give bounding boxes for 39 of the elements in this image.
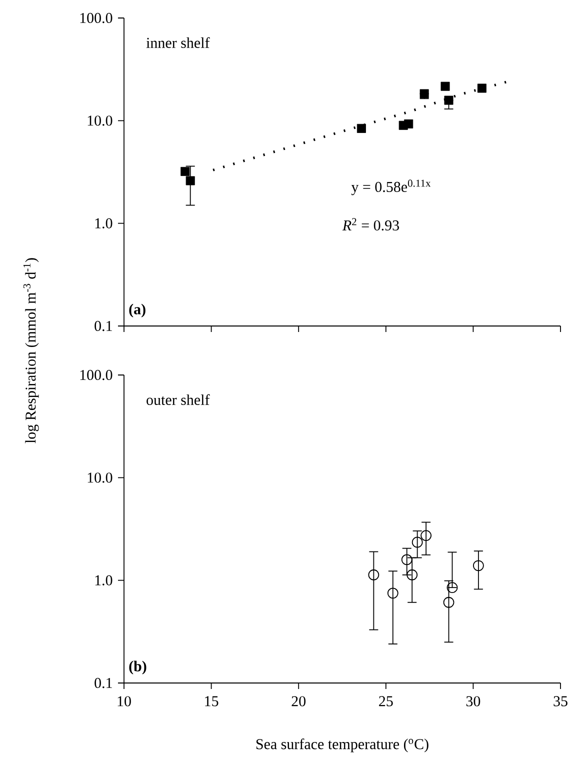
point [420,89,429,98]
point [472,560,484,572]
point [446,582,458,594]
point [404,119,414,128]
point [406,569,418,580]
x-tick-label: 30 [466,696,480,706]
x-tick-label: 25 [379,696,393,706]
y-tick-label: 0.1 [94,678,112,688]
point [368,569,380,580]
point [477,84,486,93]
line-series [212,80,508,172]
y-tick-label: 1.0 [95,575,112,586]
y-tick-label: 1.0 [95,218,112,228]
annotation: outer shelf [146,394,210,405]
x-tick-label: 20 [292,696,306,706]
point [412,536,423,548]
point [387,588,398,599]
point [444,96,454,105]
y-tick-label: 100.0 [80,370,112,380]
x-axis-title: Sea surface temperature ($^{o}$C) [256,738,428,752]
annotation: y = 0.58e$^{0.11x}$ [351,180,431,196]
y-axis-title: log Respiration (mmol m$^{-3}$ d$^{-1}$) [23,258,39,444]
y-tick-label: 100.0 [80,12,112,24]
y-tick-label: 10.0 [88,472,112,483]
point [356,124,366,133]
annotation: (a) [129,304,146,318]
x-tick-label: 10 [118,696,131,706]
point [186,176,195,186]
point [440,82,450,91]
point [443,596,454,608]
annotation: (b) [129,660,146,674]
x-tick-label: 35 [554,696,568,706]
point [420,530,432,541]
y-tick-label: 0.1 [94,320,112,332]
annotation: inner shelf [146,37,210,48]
annotation: R$^{2}$ = 0.93 [342,218,399,231]
x-tick-label: 15 [205,696,218,706]
point [180,166,190,176]
y-tick-label: 10.0 [88,116,112,126]
